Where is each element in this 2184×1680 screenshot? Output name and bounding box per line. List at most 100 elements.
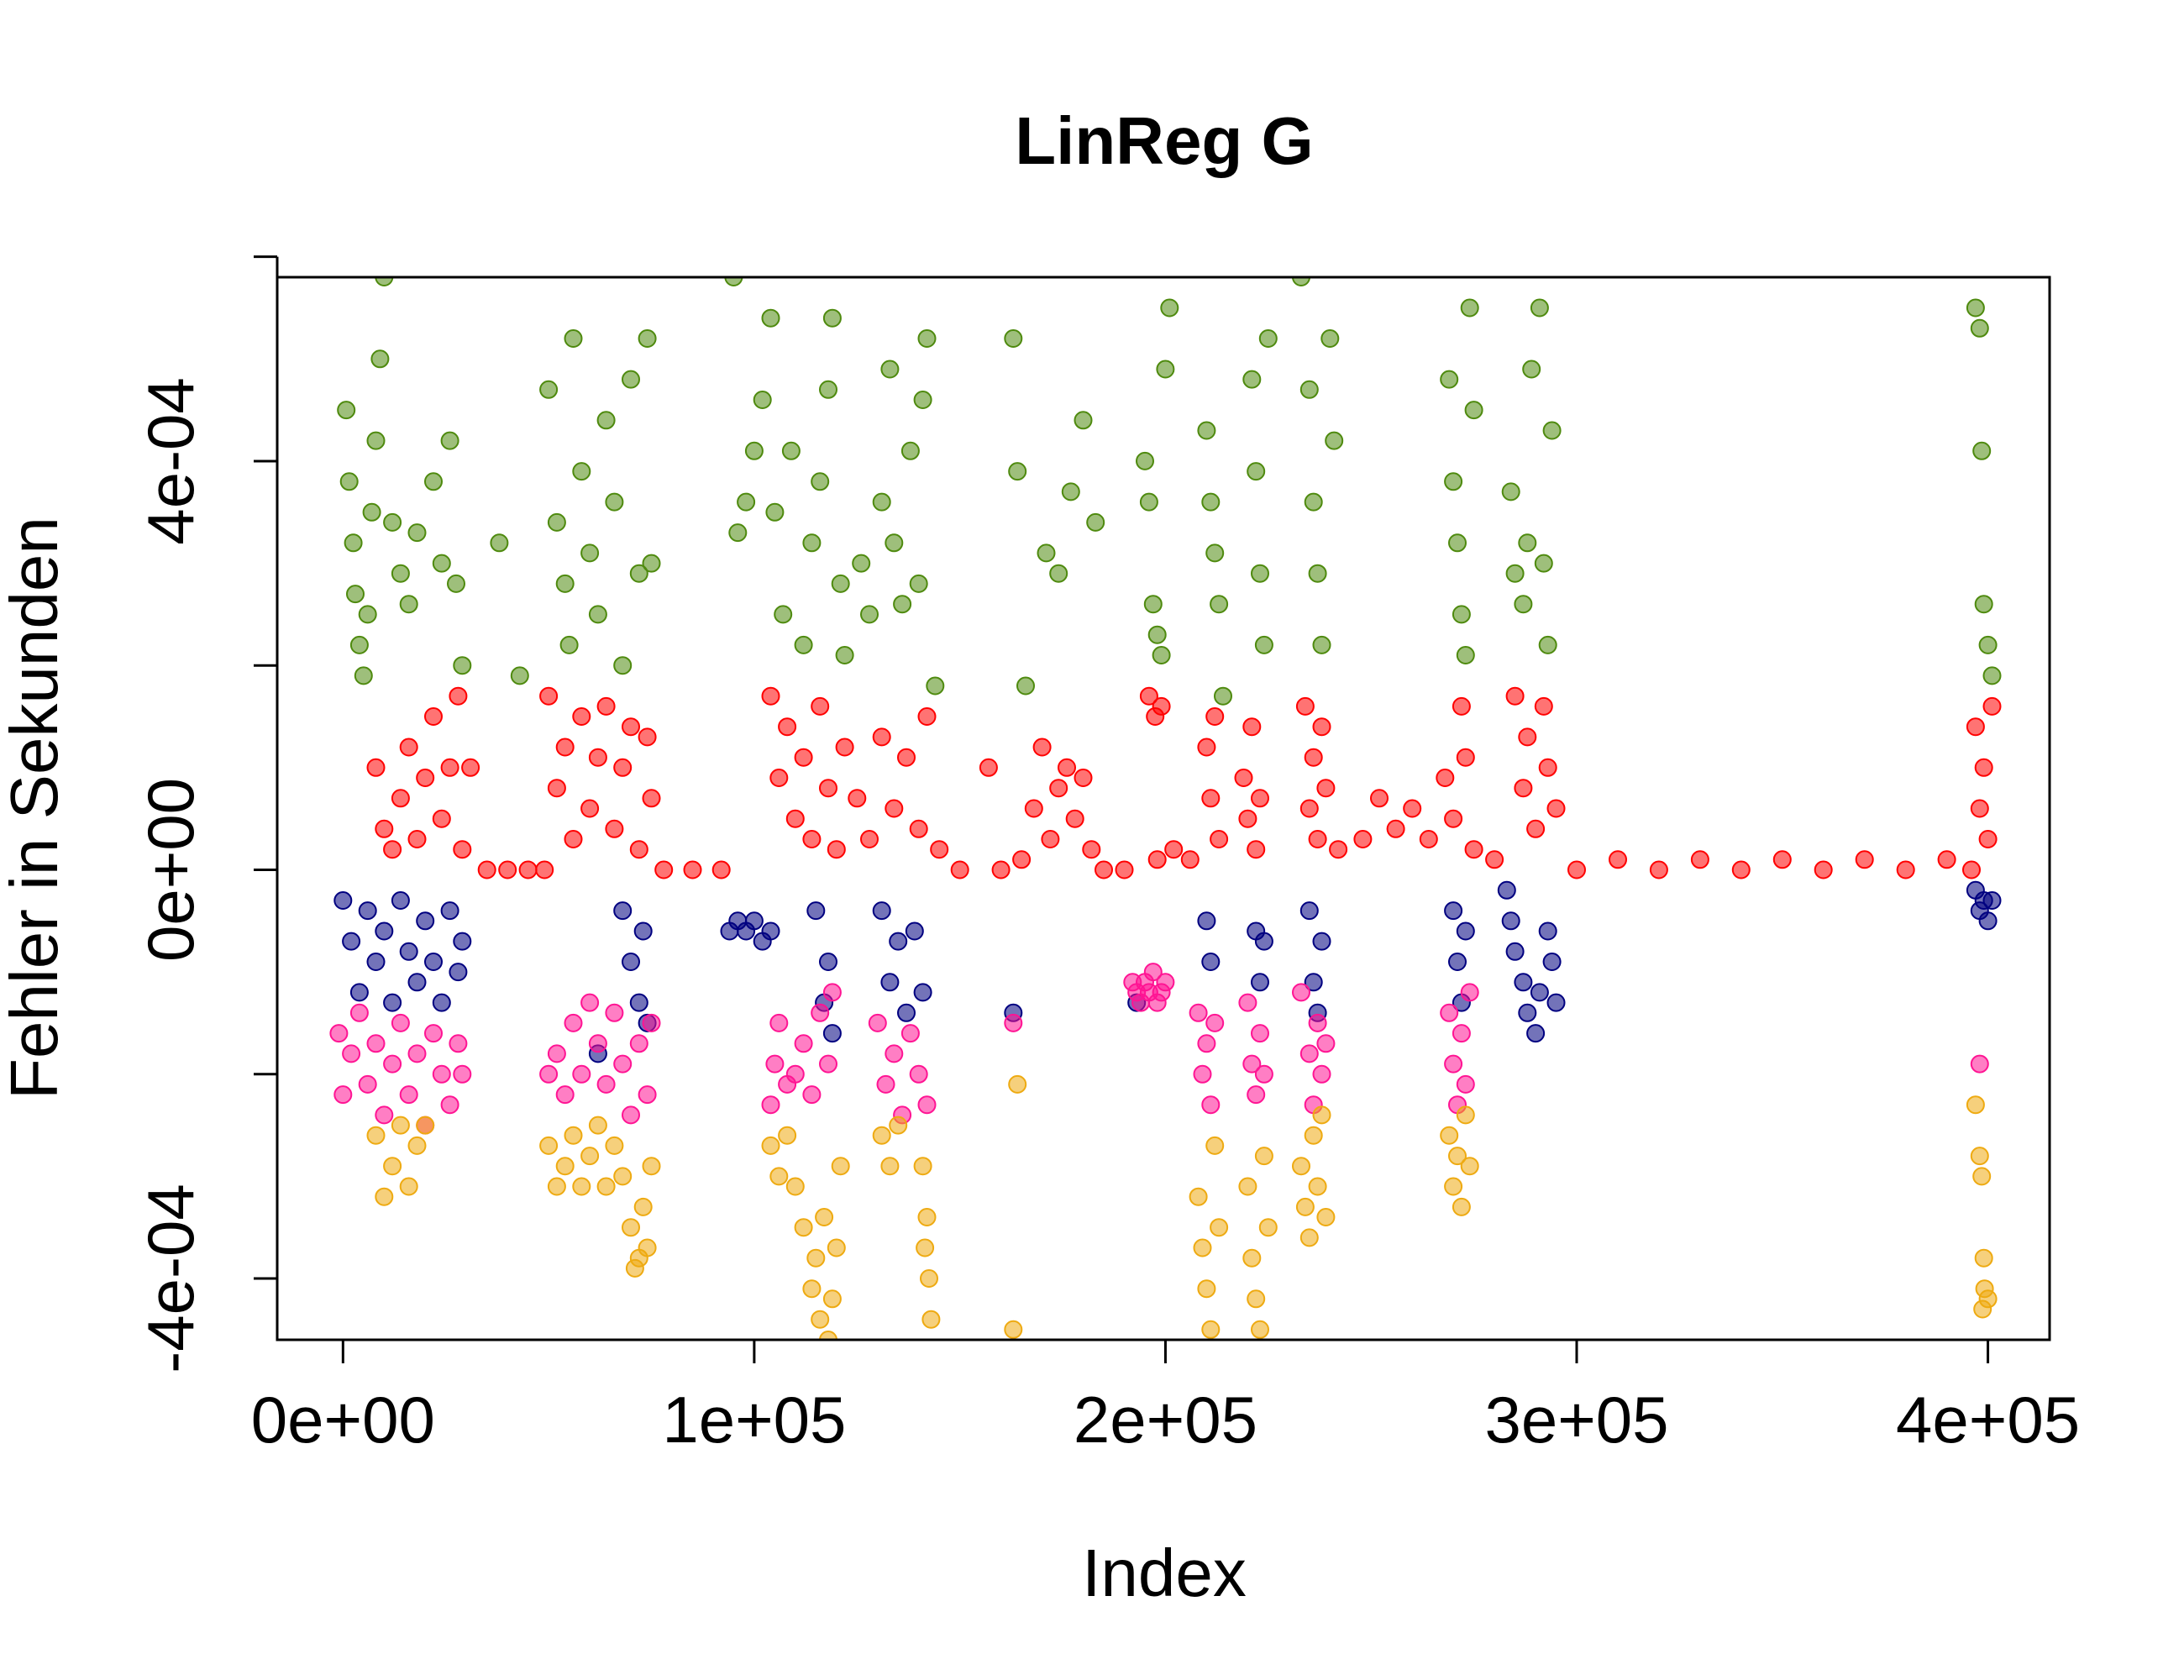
data-point — [819, 1054, 837, 1074]
data-point — [831, 574, 850, 593]
data-point — [1530, 298, 1549, 318]
data-point — [638, 1238, 657, 1257]
data-point — [622, 1105, 640, 1125]
data-point — [900, 1024, 920, 1043]
data-point — [1156, 360, 1175, 379]
data-point — [828, 207, 845, 224]
series-4 — [366, 1074, 1998, 1340]
data-point — [930, 840, 949, 859]
data-point — [1189, 1003, 1208, 1022]
data-point — [366, 953, 386, 971]
series-2 — [333, 880, 2002, 1063]
data-point — [1254, 1064, 1273, 1084]
data-point — [498, 860, 517, 879]
data-point — [1004, 1320, 1023, 1339]
y-axis-label: Fehler in Sekunden — [0, 517, 71, 1100]
data-point — [893, 595, 912, 614]
y-tick-label: 0e+00 — [134, 778, 207, 962]
data-point — [1538, 635, 1557, 654]
data-point — [835, 738, 854, 757]
data-point — [1534, 696, 1553, 716]
data-point — [1205, 1136, 1225, 1155]
data-point — [1236, 239, 1252, 255]
data-point — [1514, 973, 1533, 992]
data-point — [642, 1157, 661, 1176]
data-point — [453, 656, 472, 675]
data-point — [1982, 696, 2002, 716]
x-axis: 0e+00 1e+05 2e+05 3e+05 4e+05 — [251, 1338, 2080, 1457]
data-point — [629, 840, 648, 859]
data-point — [1251, 973, 1269, 992]
data-point — [1139, 492, 1158, 512]
data-point — [596, 411, 616, 430]
data-point — [920, 1269, 938, 1288]
data-point — [1254, 1147, 1273, 1166]
data-point — [1032, 738, 1052, 757]
data-point — [889, 1116, 908, 1135]
data-point — [819, 1331, 837, 1340]
data-point — [1143, 595, 1163, 614]
data-point — [539, 1064, 559, 1084]
data-point — [1193, 1238, 1212, 1257]
data-point — [815, 1208, 834, 1226]
data-point — [1197, 738, 1216, 757]
data-point — [588, 1034, 607, 1053]
data-point — [1254, 635, 1273, 654]
data-point — [1308, 1013, 1327, 1032]
data-point — [1972, 441, 1992, 460]
y-tick-label: 4e-04 — [134, 377, 207, 545]
data-point — [572, 1064, 591, 1084]
data-point — [1970, 318, 1989, 338]
data-point — [1210, 595, 1229, 614]
data-point — [642, 554, 661, 573]
data-point — [383, 1054, 402, 1074]
data-point — [1304, 1126, 1323, 1145]
data-point — [346, 585, 365, 604]
data-point — [794, 635, 813, 654]
data-point — [1452, 1197, 1471, 1216]
data-point — [1609, 850, 1627, 869]
data-point — [354, 666, 373, 685]
data-point — [432, 809, 451, 828]
data-point — [449, 1034, 468, 1053]
data-point — [594, 249, 611, 265]
data-point — [375, 277, 394, 286]
data-point — [638, 1085, 657, 1105]
y-axis: -4e-04 0e+00 4e-04 — [134, 255, 279, 1373]
data-point — [432, 993, 451, 1012]
data-point — [909, 574, 928, 593]
data-point — [342, 932, 361, 951]
data-point — [737, 492, 756, 512]
data-point — [572, 462, 591, 481]
data-point — [950, 860, 969, 879]
data-point — [1299, 1228, 1319, 1247]
data-point — [1004, 329, 1023, 348]
data-point — [917, 329, 937, 348]
data-point — [1299, 901, 1319, 921]
data-point — [1304, 748, 1323, 767]
data-point — [852, 554, 871, 573]
data-point — [383, 840, 402, 859]
data-point — [407, 830, 427, 848]
data-point — [1242, 1054, 1262, 1074]
data-point — [1205, 707, 1225, 726]
data-point — [1247, 840, 1266, 859]
x-tick-label: 0e+00 — [251, 1383, 435, 1457]
data-point — [1370, 789, 1389, 808]
data-point — [1312, 1064, 1331, 1084]
data-point — [399, 1177, 418, 1196]
data-point — [1518, 727, 1537, 747]
data-point — [1312, 635, 1331, 654]
data-point — [1526, 1024, 1546, 1043]
data-point — [416, 769, 435, 787]
data-point — [1136, 451, 1154, 470]
data-point — [1156, 973, 1175, 992]
data-point — [802, 1279, 822, 1299]
data-point — [1308, 1177, 1327, 1196]
data-point — [1325, 431, 1344, 450]
data-point — [1086, 512, 1105, 532]
data-point — [1320, 329, 1340, 348]
data-point — [638, 329, 657, 348]
data-point — [1299, 1044, 1319, 1063]
data-point — [1436, 769, 1455, 787]
